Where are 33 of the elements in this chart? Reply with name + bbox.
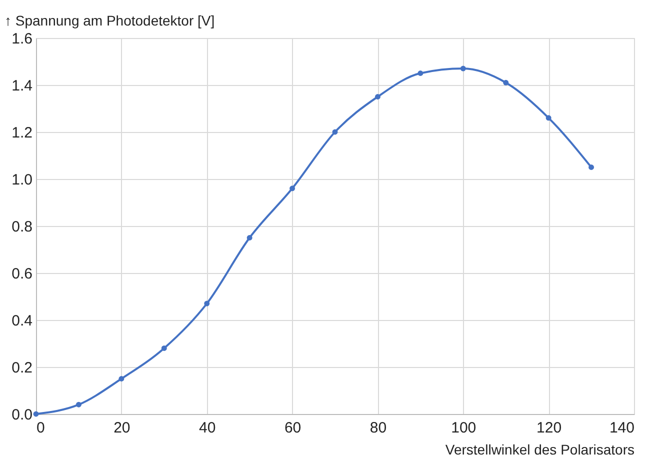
point [76,402,82,408]
point [588,164,594,170]
point [460,66,466,72]
point [290,186,296,192]
y-axis-title: ↑ Spannung am Photodetektor [V] [4,12,215,28]
x-tick-label: 0 [36,420,45,436]
point [546,115,552,121]
x-tick-label: 140 [609,420,634,436]
point [204,300,210,306]
y-tick-label: 0.0 [12,406,32,424]
point [503,80,509,86]
x-tick-label: 20 [114,420,130,436]
y-tick-label: 0.6 [12,266,32,282]
x-tick-label: 80 [370,420,387,436]
point [33,411,39,417]
x-tick-label: 60 [284,420,302,436]
point [118,376,124,382]
point [332,129,338,135]
point [418,70,424,76]
y-tick-label: 1.6 [12,30,32,48]
x-tick-label: 40 [199,420,216,436]
y-tick-label: 1.0 [12,172,32,188]
point [374,94,380,100]
y-tick-label: 0.2 [12,360,32,376]
y-tick-label: 0.8 [12,218,32,236]
point [161,345,167,351]
point [246,235,252,240]
y-tick-label: 0.4 [12,312,32,330]
x-axis-title: Verstellwinkel des Polarisators [445,442,634,458]
y-tick-label: 1.4 [12,78,32,94]
y-tick-label: 1.2 [12,124,32,142]
x-tick-label: 120 [536,420,562,436]
x-tick-label: 100 [451,420,476,436]
